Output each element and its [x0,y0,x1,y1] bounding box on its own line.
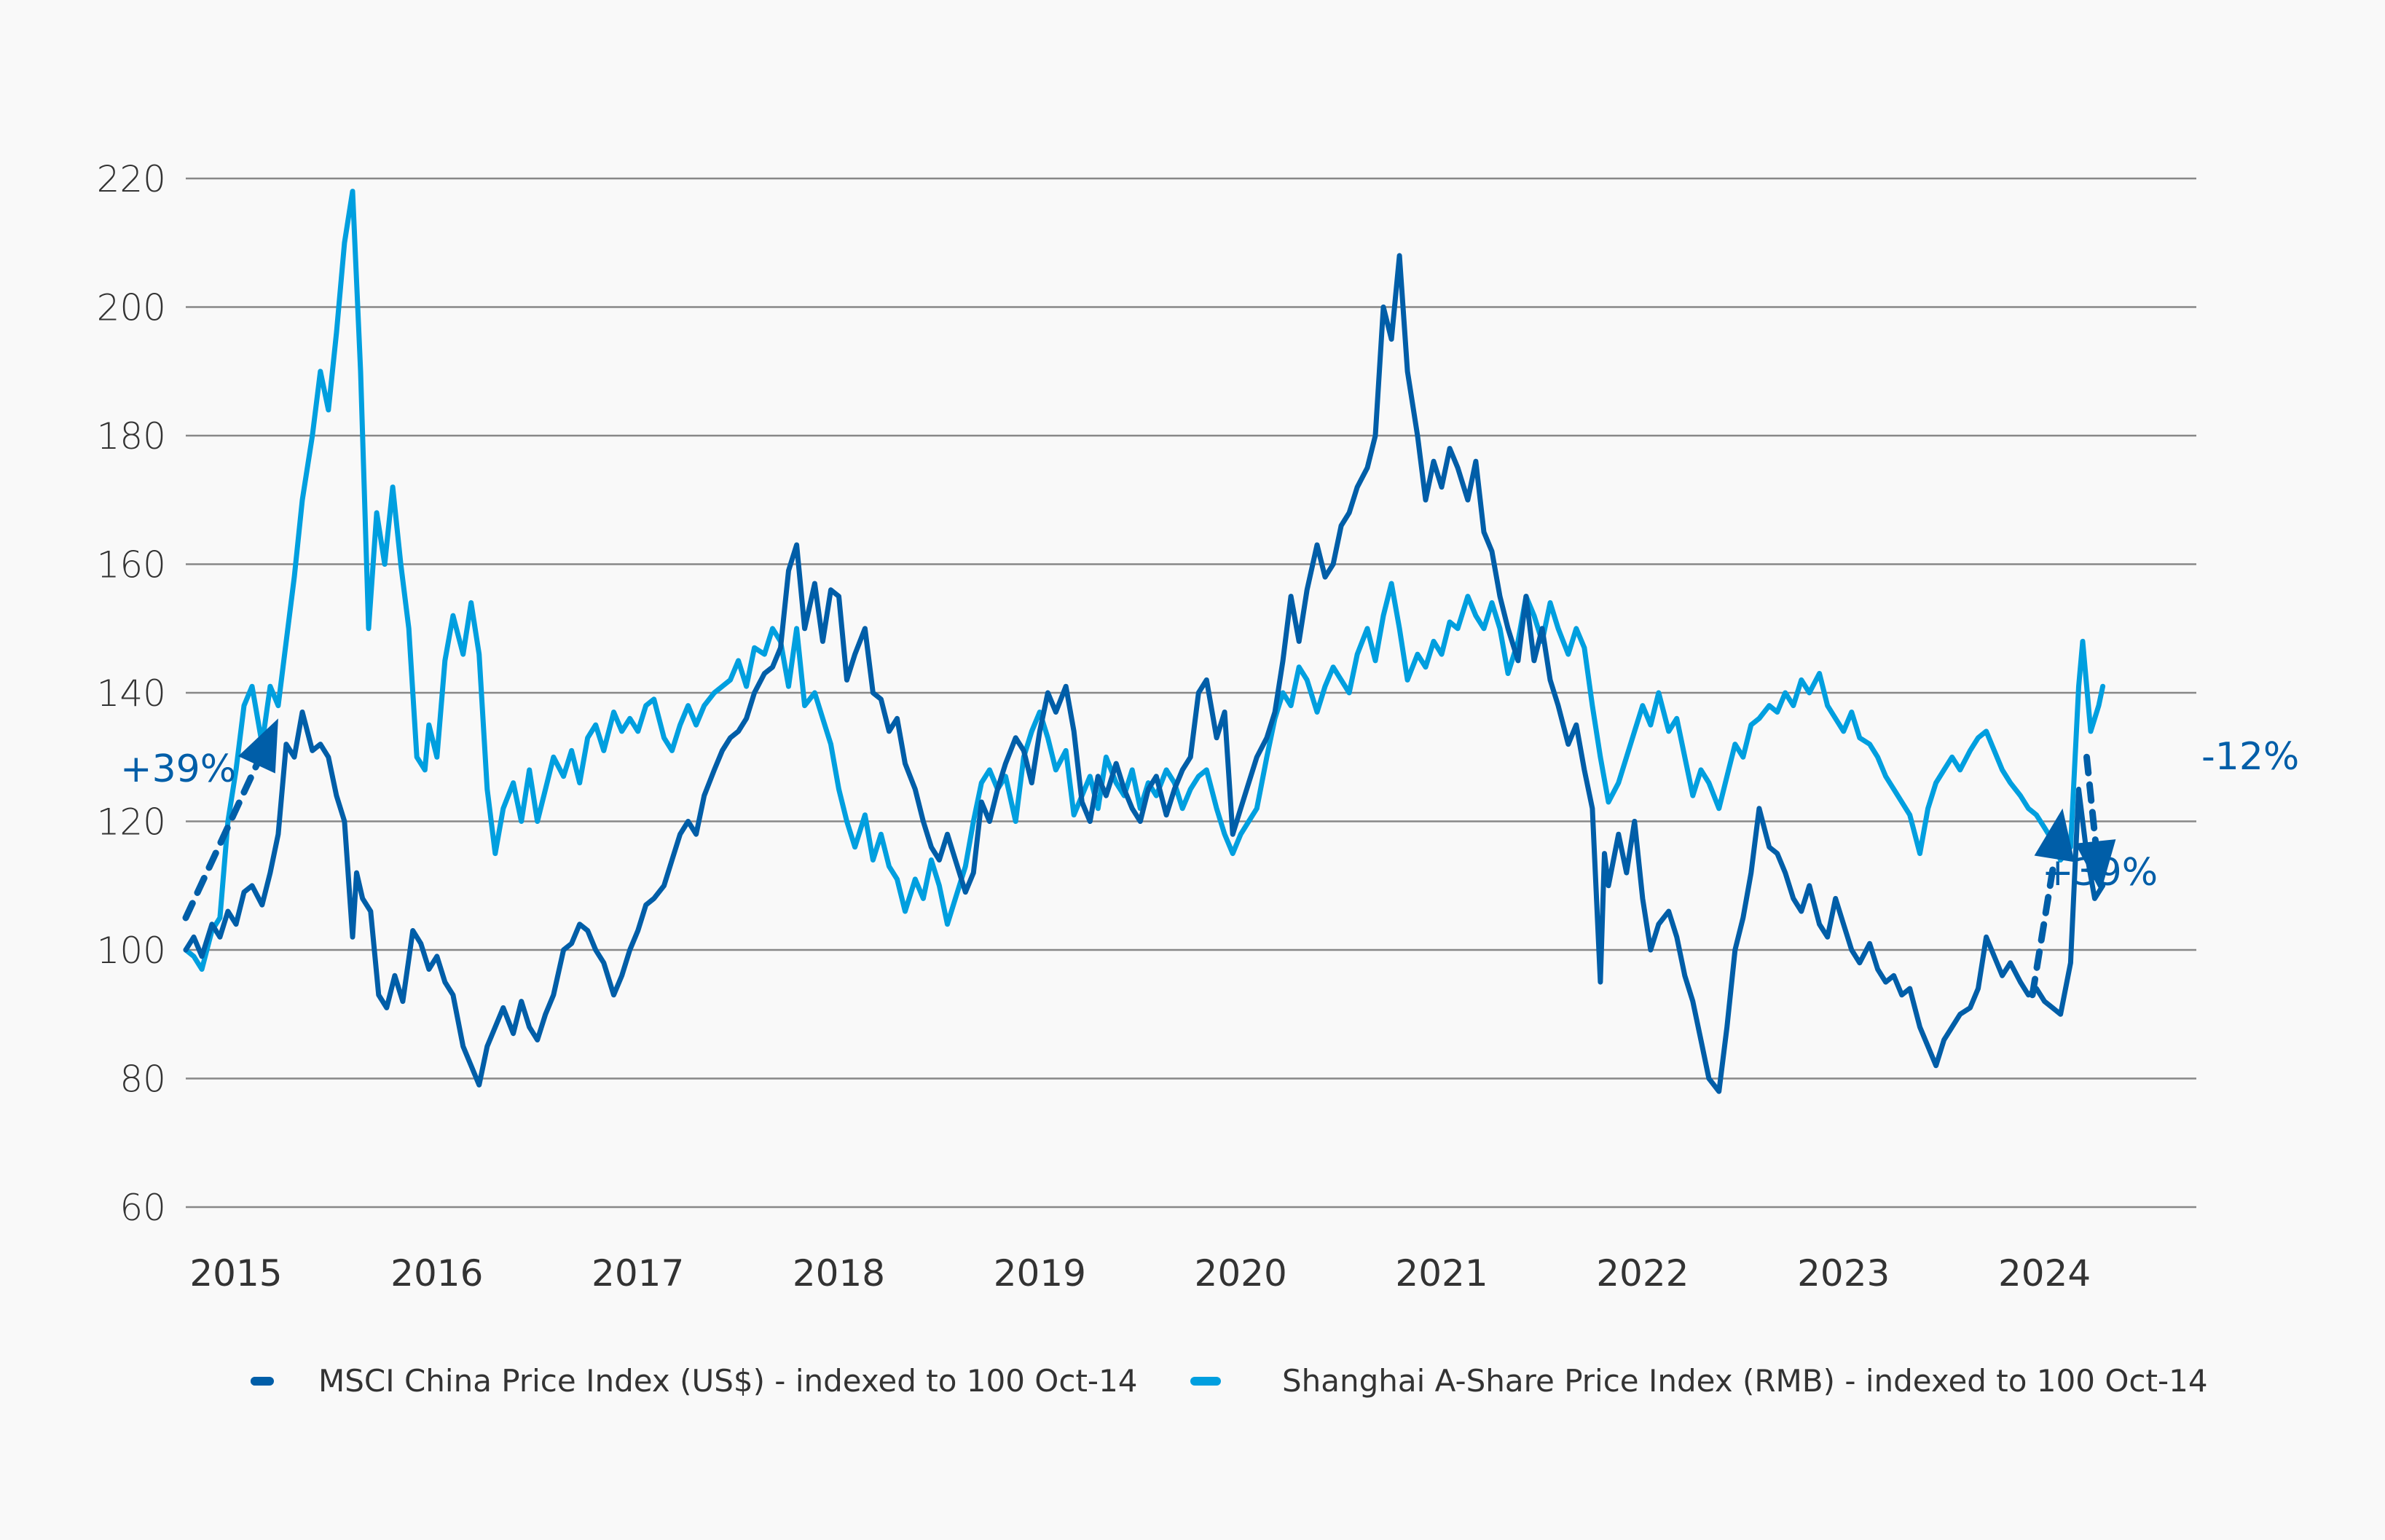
legend-label-msci: MSCI China Price Index (US$) - indexed t… [318,1363,1138,1399]
annotation-arrow-head-1 [238,718,278,774]
annotation-arrow-shaft-2 [2029,855,2058,999]
annotation-arrow-head-2 [2034,808,2075,863]
annotation-arrow-shaft-1 [182,761,260,922]
x-tick-label: 2018 [793,1252,885,1295]
x-tick-label: 2024 [1998,1252,2091,1295]
x-tick-label: 2017 [592,1252,684,1295]
series-line-msci-china [183,253,2106,1094]
legend-item-shanghai[interactable]: Shanghai A-Share Price Index (RMB) - ind… [1190,1363,2208,1399]
x-axis-ticks: 2015 2016 2017 2018 2019 2020 2021 2022 2023 2024 [189,1252,2091,1295]
y-tick-label: 140 [97,672,166,715]
x-tick-label: 2016 [390,1252,483,1295]
x-tick-label: 2021 [1395,1252,1488,1295]
y-tick-label: 100 [97,930,166,972]
y-tick-label: 180 [97,415,166,457]
y-tick-label: 160 [97,544,166,586]
annotation-arrow-shaft-3 [2083,753,2099,845]
annotation-right-loss-label: -12% [2201,735,2299,779]
x-tick-label: 2023 [1797,1252,1890,1295]
y-tick-label: 120 [97,801,166,844]
x-tick-label: 2019 [994,1252,1086,1295]
legend-label-shanghai: Shanghai A-Share Price Index (RMB) - ind… [1282,1363,2208,1399]
x-tick-label: 2015 [189,1252,282,1295]
annotation-left-gain-label: +39% [120,747,236,791]
y-tick-label: 220 [97,158,166,200]
y-tick-label: 80 [119,1058,166,1101]
y-tick-label: 60 [119,1187,166,1229]
legend-item-msci[interactable]: MSCI China Price Index (US$) - indexed t… [251,1363,1138,1399]
y-tick-label: 200 [97,287,166,329]
annotation-arrow-head-3 [2075,839,2116,892]
legend: MSCI China Price Index (US$) - indexed t… [251,1363,2208,1399]
x-tick-label: 2022 [1596,1252,1689,1295]
series-lines [183,189,2106,1094]
x-tick-label: 2020 [1195,1252,1287,1295]
annotations: +39% +39% -12% [120,718,2299,999]
y-axis-ticks: 60 80 100 120 140 160 180 200 220 [97,158,166,1229]
